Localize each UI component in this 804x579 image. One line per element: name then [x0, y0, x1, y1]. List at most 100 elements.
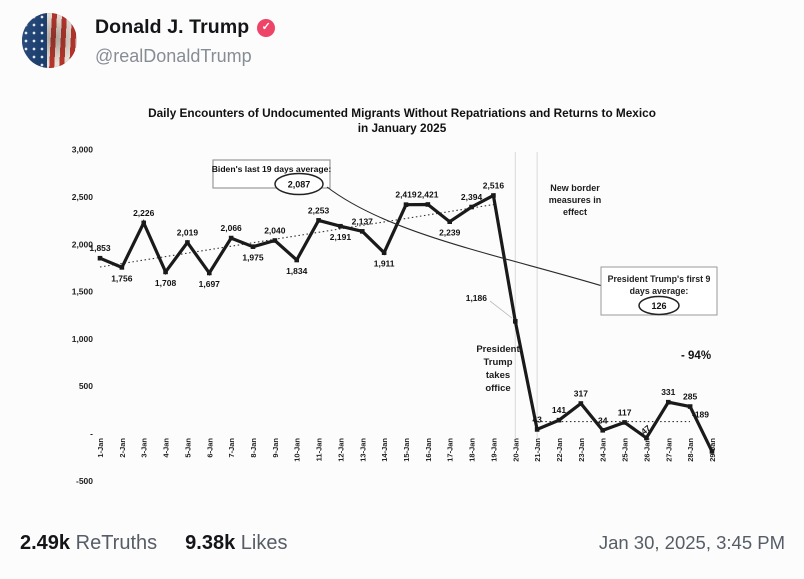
x-tick-label: 10-Jan	[293, 438, 302, 462]
data-point-label: 2,239	[439, 228, 461, 238]
takes-office-annotation: Trump	[483, 357, 512, 368]
x-tick-label: 11-Jan	[315, 438, 324, 462]
data-point-label: 43	[532, 414, 542, 424]
likes-count: 9.38k	[185, 532, 236, 554]
biden-trend-line	[99, 204, 494, 268]
data-point	[447, 219, 453, 224]
x-tick-label: 18-Jan	[468, 438, 477, 462]
takes-office-annotation: office	[485, 383, 510, 394]
y-tick-label: 2,000	[72, 239, 94, 249]
x-tick-label: 25-Jan	[621, 438, 630, 462]
x-tick-label: 20-Jan	[511, 438, 520, 462]
trump-average-value: 126	[651, 301, 666, 311]
x-tick-label: 1-Jan	[96, 438, 105, 458]
data-point-label: 1,975	[242, 253, 264, 263]
y-tick-label: 500	[79, 381, 93, 391]
y-tick-label: 1,500	[72, 287, 94, 297]
data-point	[119, 265, 125, 270]
data-point-label: 285	[683, 392, 697, 402]
data-point	[622, 420, 627, 425]
biden-average-label: Biden's last 19 days average:	[212, 164, 332, 174]
data-point-label: 2,019	[177, 228, 199, 238]
retruths-stat[interactable]: 2.49k ReTruths	[20, 532, 157, 555]
verified-badge-icon: ✓	[257, 18, 276, 37]
retruths-count: 2.49k	[20, 532, 71, 554]
x-tick-label: 3-Jan	[140, 438, 149, 458]
likes-stat[interactable]: 9.38k Likes	[185, 532, 287, 555]
data-point	[97, 255, 103, 261]
data-point	[359, 229, 365, 234]
data-point	[687, 404, 693, 409]
new-border-annotation: measures in	[549, 195, 602, 205]
data-point	[425, 202, 431, 207]
data-point	[185, 240, 190, 245]
x-tick-label: 7-Jan	[227, 438, 236, 458]
retruths-label: ReTruths	[75, 532, 158, 554]
data-point	[534, 427, 540, 432]
trump-average-oval	[638, 295, 680, 316]
author-handle[interactable]: @realDonaldTrump	[95, 46, 252, 66]
data-point-label: 2,226	[133, 208, 155, 218]
chart-subtitle: in January 2025	[358, 121, 447, 135]
data-point	[228, 235, 234, 241]
chart-figure[interactable]: Daily Encounters of Undocumented Migrant…	[0, 95, 804, 505]
data-point-label: 2,066	[221, 223, 243, 233]
post-footer: 2.49k ReTruths 9.38k Likes Jan 30, 2025,…	[20, 532, 785, 555]
data-point	[403, 202, 409, 207]
author-name[interactable]: Donald J. Trump	[95, 16, 250, 38]
x-tick-label: 12-Jan	[336, 438, 345, 462]
x-tick-label: 22-Jan	[555, 438, 564, 462]
x-tick-label: 26-Jan	[642, 438, 651, 462]
x-tick-label: 27-Jan	[664, 438, 673, 462]
x-tick-label: 14-Jan	[380, 438, 389, 462]
y-tick-label: 3,000	[72, 145, 94, 155]
data-point-label: 2,516	[483, 180, 505, 190]
x-tick-label: 8-Jan	[249, 438, 258, 458]
x-tick-label: 6-Jan	[205, 438, 214, 458]
data-point-label: 2,421	[417, 189, 439, 199]
data-point	[469, 204, 474, 210]
x-tick-label: 16-Jan	[424, 438, 433, 462]
post-header: Donald J. Trump ✓ @realDonaldTrump	[0, 0, 804, 95]
y-tick-label: -500	[76, 476, 93, 486]
data-point	[600, 427, 606, 433]
data-point	[250, 244, 256, 249]
data-point	[491, 193, 496, 198]
data-point	[709, 449, 715, 454]
new-border-annotation: New border	[550, 183, 600, 193]
data-point	[294, 257, 300, 263]
x-tick-label: 9-Jan	[271, 438, 280, 458]
data-point-label: 1,697	[199, 279, 221, 289]
new-border-annotation: effect	[563, 207, 587, 217]
author-block: Donald J. Trump ✓ @realDonaldTrump	[95, 16, 276, 67]
x-tick-label: 17-Jan	[446, 438, 455, 462]
y-tick-label: -	[90, 429, 93, 439]
takes-office-annotation: President	[476, 344, 520, 355]
data-point	[316, 218, 321, 223]
takes-office-annotation: takes	[486, 370, 510, 381]
data-point-label: 2,253	[308, 205, 330, 215]
chart-svg: Daily Encounters of Undocumented Migrant…	[72, 106, 718, 486]
data-point	[665, 399, 671, 405]
data-point-label: -189	[692, 410, 709, 420]
trump-average-label: days average:	[630, 286, 689, 296]
data-point-label: 117	[618, 407, 632, 417]
y-tick-label: 1,000	[72, 334, 94, 344]
data-point-label: 317	[574, 389, 588, 399]
data-point	[512, 319, 518, 324]
percent-change-annotation: - 94%	[681, 350, 711, 362]
x-tick-label: 2-Jan	[118, 438, 127, 458]
x-tick-label: 24-Jan	[599, 438, 608, 462]
likes-label: Likes	[240, 532, 288, 554]
avatar[interactable]	[22, 13, 77, 68]
x-tick-label: 19-Jan	[489, 438, 498, 462]
biden-average-oval	[274, 172, 324, 196]
data-point	[556, 417, 562, 423]
data-point	[141, 220, 147, 226]
data-point-label: 1,853	[89, 243, 111, 253]
data-point	[163, 269, 168, 275]
data-point	[644, 435, 649, 441]
data-point-label: 2,191	[330, 232, 352, 242]
post-stats: 2.49k ReTruths 9.38k Likes	[20, 532, 287, 555]
